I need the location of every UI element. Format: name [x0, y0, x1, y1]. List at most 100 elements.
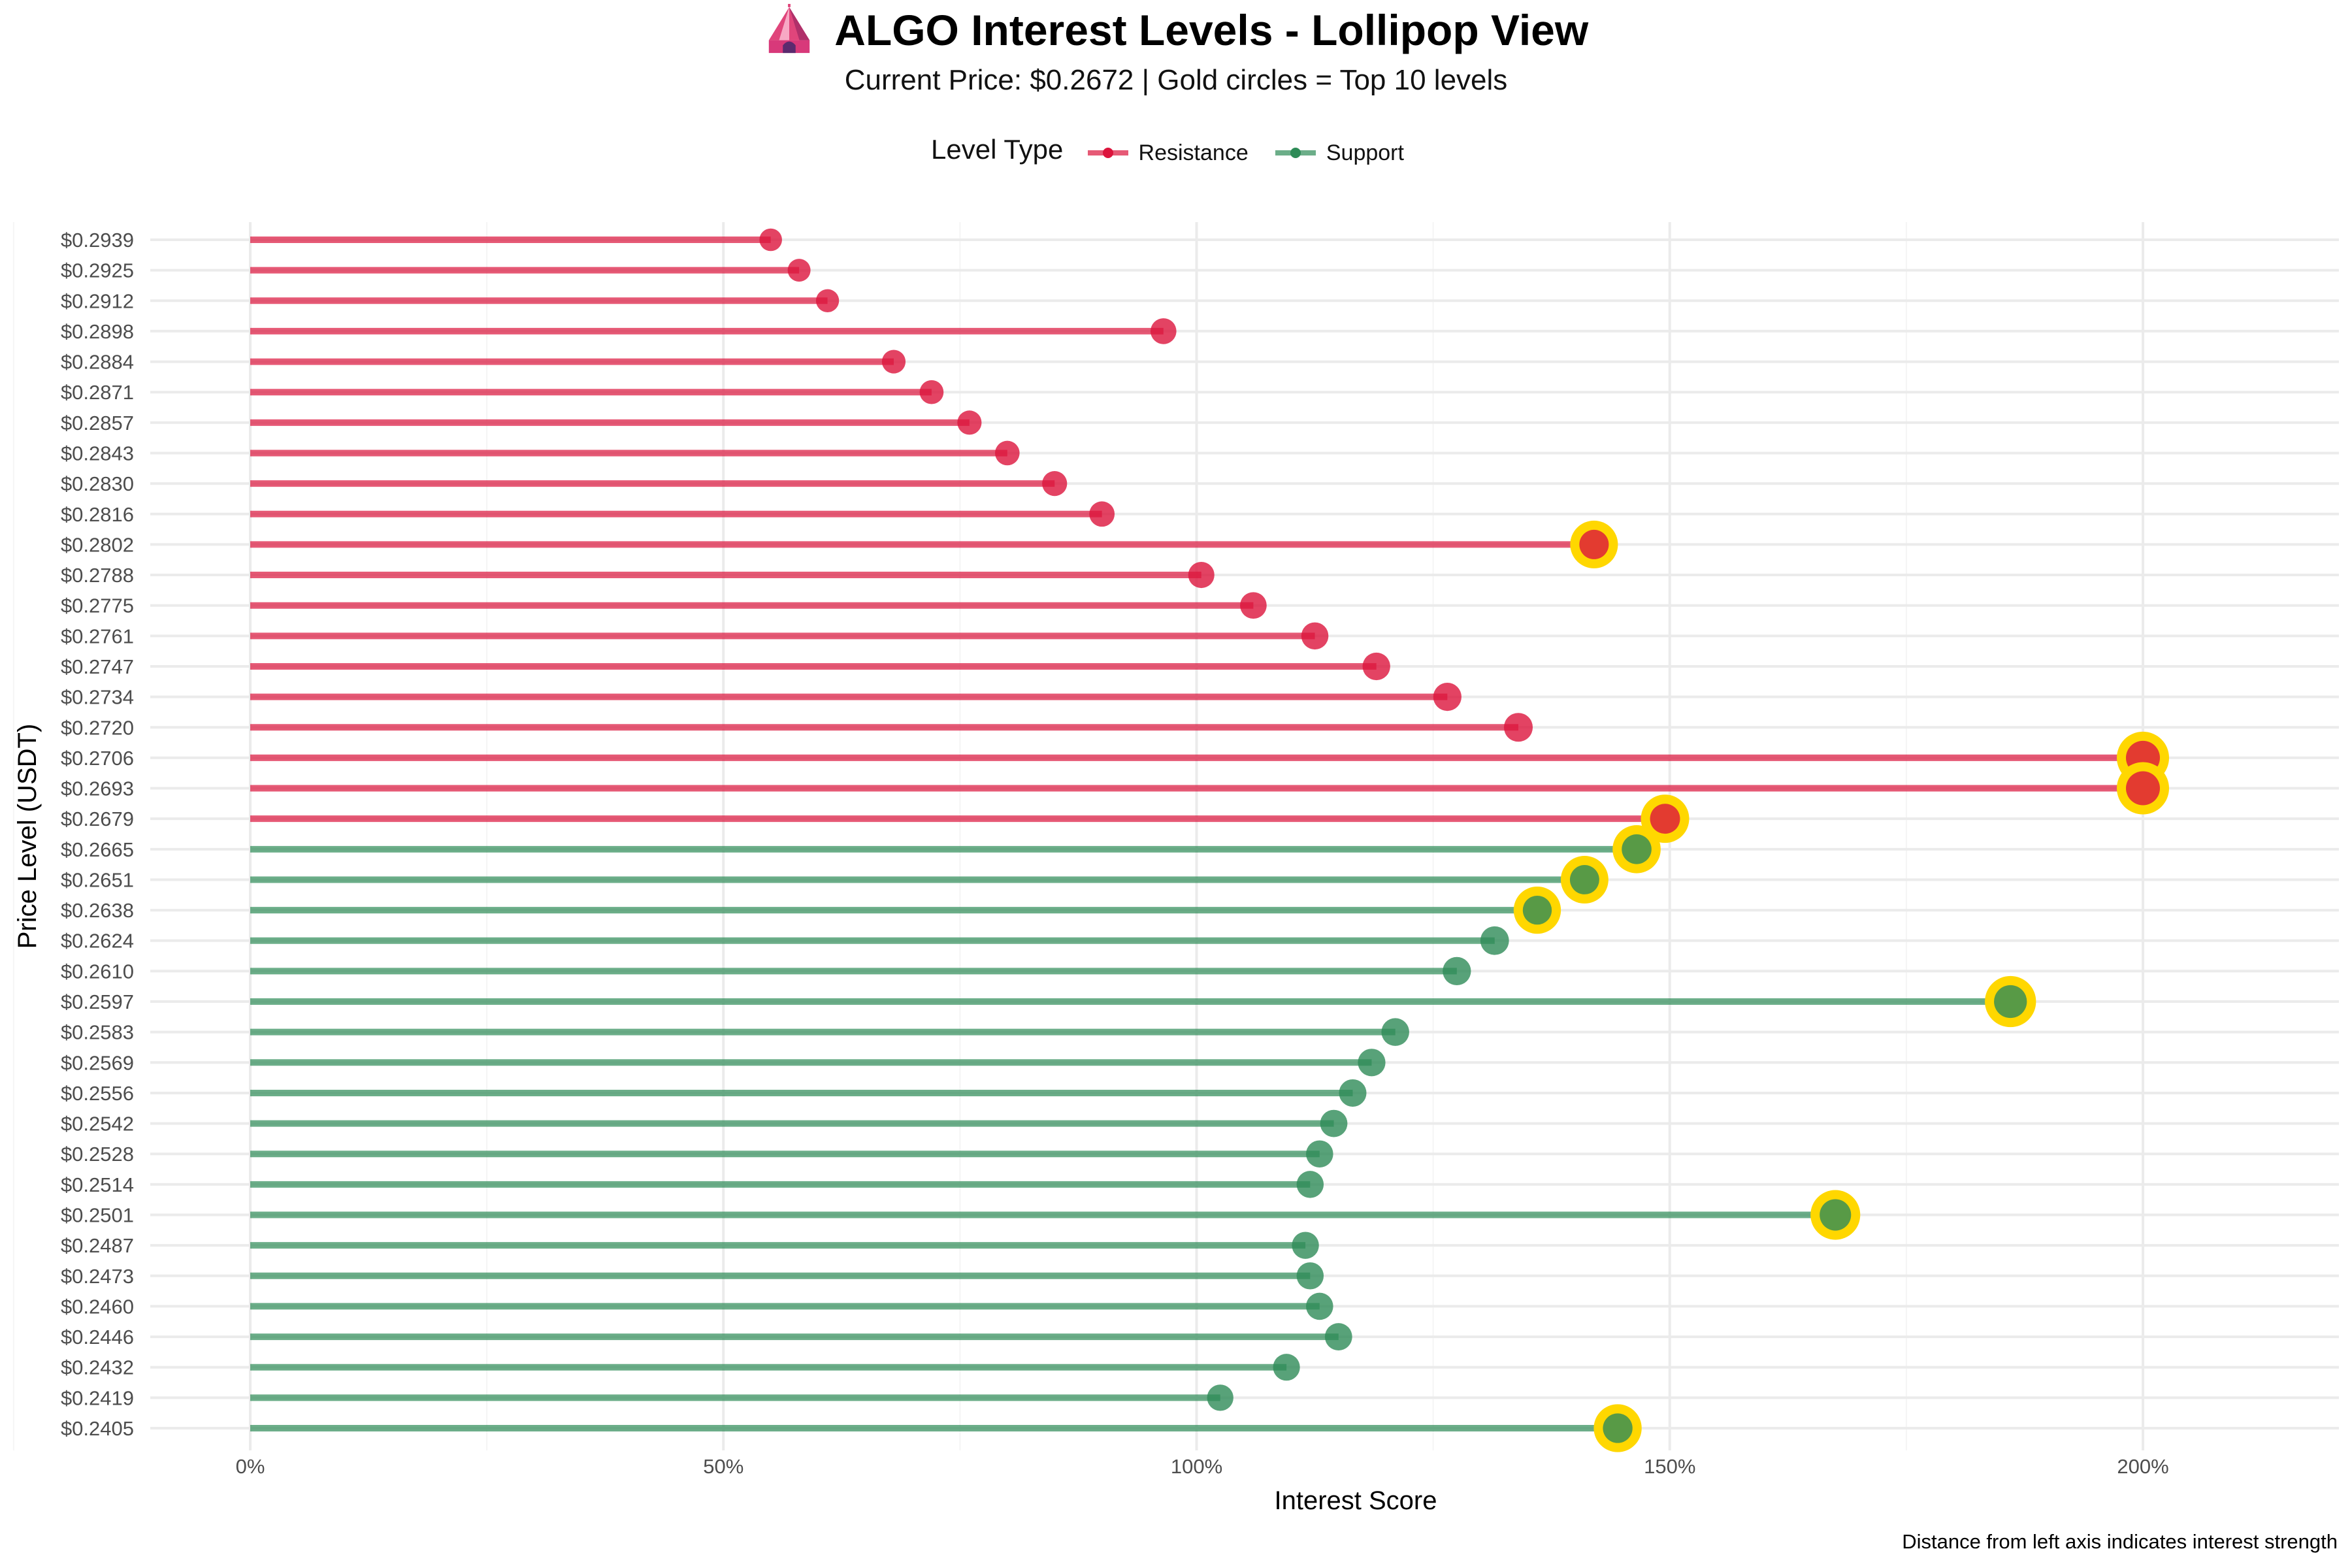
- lollipop-point: [1522, 895, 1552, 925]
- y-tick-label: $0.2802: [61, 533, 134, 556]
- chart-title: ALGO Interest Levels - Lollipop View: [834, 6, 1589, 54]
- lollipop-point: [787, 259, 811, 282]
- y-tick-label: $0.2843: [61, 442, 134, 465]
- lollipop-point: [1240, 592, 1267, 619]
- y-tick-label: $0.2898: [61, 320, 134, 343]
- legend-label-resistance: Resistance: [1138, 140, 1249, 165]
- y-tick-label: $0.2542: [61, 1113, 134, 1135]
- lollipop-point: [1650, 804, 1680, 834]
- y-tick-label: $0.2651: [61, 868, 134, 891]
- y-tick-label: $0.2556: [61, 1082, 134, 1105]
- lollipop-point: [1358, 1049, 1386, 1077]
- lollipop-point: [1324, 1323, 1352, 1350]
- y-tick-label: $0.2487: [61, 1234, 134, 1257]
- lollipop-point: [1151, 318, 1177, 344]
- lollipop-point: [1579, 529, 1609, 559]
- lollipop-point: [1320, 1109, 1348, 1137]
- legend-entry-support: Support: [1273, 137, 1404, 167]
- y-tick-label: $0.2871: [61, 381, 134, 404]
- y-tick-label: $0.2610: [61, 960, 134, 983]
- lollipop-point: [1296, 1171, 1324, 1198]
- legend: Level Type Resistance Support: [0, 134, 2352, 167]
- lollipop-point: [1433, 683, 1462, 711]
- circus-tent-icon: [768, 4, 809, 54]
- lollipop-point: [1042, 471, 1068, 497]
- y-tick-label: $0.2501: [61, 1204, 134, 1227]
- lollipop-point: [1273, 1354, 1300, 1381]
- x-tick-label: 50%: [703, 1455, 743, 1478]
- y-tick-label: $0.2747: [61, 655, 134, 678]
- y-tick-label: $0.2569: [61, 1051, 134, 1074]
- lollipop-point: [1381, 1018, 1409, 1046]
- x-tick-label: 150%: [1644, 1455, 1695, 1478]
- lollipop-point: [1994, 985, 2027, 1019]
- chart-caption: Distance from left axis indicates intere…: [1902, 1530, 2338, 1553]
- y-tick-label: $0.2761: [61, 625, 134, 647]
- x-tick-label: 0%: [236, 1455, 265, 1478]
- y-tick-label: $0.2925: [61, 259, 134, 282]
- lollipop-point: [1089, 501, 1115, 527]
- y-tick-label: $0.2460: [61, 1295, 134, 1318]
- lollipop-point: [1306, 1292, 1333, 1320]
- y-tick-label: $0.2816: [61, 503, 134, 526]
- lollipop-point: [995, 440, 1020, 466]
- lollipop-point: [1603, 1413, 1633, 1443]
- y-tick-label: $0.2514: [61, 1173, 134, 1196]
- lollipop-point: [1188, 562, 1215, 589]
- lollipop-point: [1362, 652, 1390, 681]
- legend-title: Level Type: [931, 134, 1064, 165]
- legend-key-support: [1275, 148, 1316, 159]
- y-tick-label: $0.2583: [61, 1021, 134, 1044]
- y-tick-label: $0.2857: [61, 412, 134, 434]
- chart-subtitle: Current Price: $0.2672 | Gold circles = …: [844, 64, 1508, 96]
- title-row: ALGO Interest Levels - Lollipop View: [0, 4, 2352, 56]
- y-tick-label: $0.2665: [61, 838, 134, 861]
- lollipop-point: [1622, 834, 1652, 864]
- lollipop-point: [1480, 926, 1509, 955]
- x-tick-label: 100%: [1171, 1455, 1222, 1478]
- lollipop-point: [1306, 1140, 1333, 1168]
- y-tick-label: $0.2788: [61, 564, 134, 587]
- lollipop-point: [1296, 1262, 1324, 1290]
- legend-key-resistance: [1087, 148, 1128, 159]
- lollipop-point: [957, 410, 982, 435]
- y-tick-label: $0.2432: [61, 1356, 134, 1379]
- y-tick-label: $0.2405: [61, 1417, 134, 1440]
- y-tick-label: $0.2679: [61, 808, 134, 830]
- y-tick-label: $0.2912: [61, 289, 134, 312]
- lollipop-point: [919, 380, 944, 404]
- lollipop-point: [1443, 956, 1471, 986]
- lollipop-point: [1301, 622, 1329, 650]
- x-tick-label: 200%: [2117, 1455, 2168, 1478]
- lollipop-point: [1339, 1079, 1367, 1107]
- y-tick-label: $0.2706: [61, 747, 134, 770]
- x-axis-title: Interest Score: [1274, 1486, 1437, 1515]
- y-tick-label: $0.2775: [61, 595, 134, 617]
- y-tick-label: $0.2446: [61, 1326, 134, 1348]
- lollipop-point: [1207, 1384, 1233, 1411]
- y-tick-label: $0.2597: [61, 990, 134, 1013]
- y-tick-label: $0.2528: [61, 1143, 134, 1166]
- lollipop-point: [1820, 1199, 1852, 1231]
- y-tick-label: $0.2419: [61, 1386, 134, 1409]
- y-tick-label: $0.2939: [61, 229, 134, 252]
- y-tick-label: $0.2624: [61, 930, 134, 953]
- lollipop-point: [815, 289, 840, 312]
- y-tick-label: $0.2693: [61, 777, 134, 800]
- y-tick-label: $0.2720: [61, 716, 134, 739]
- lollipop-point: [1569, 865, 1599, 894]
- lollipop-point: [759, 228, 782, 252]
- lollipop-point: [1503, 713, 1533, 742]
- y-tick-label: $0.2830: [61, 472, 134, 495]
- legend-entry-resistance: Resistance: [1085, 137, 1249, 167]
- y-tick-label: $0.2884: [61, 351, 134, 374]
- y-tick-label: $0.2473: [61, 1265, 134, 1288]
- y-tick-label: $0.2734: [61, 686, 134, 709]
- lollipop-point: [881, 350, 906, 374]
- lollipop-point: [2126, 771, 2160, 806]
- lollipop-point: [1292, 1232, 1319, 1259]
- y-axis-title: Price Level (USDT): [13, 724, 42, 949]
- y-tick-label: $0.2638: [61, 899, 134, 922]
- legend-label-support: Support: [1326, 140, 1404, 165]
